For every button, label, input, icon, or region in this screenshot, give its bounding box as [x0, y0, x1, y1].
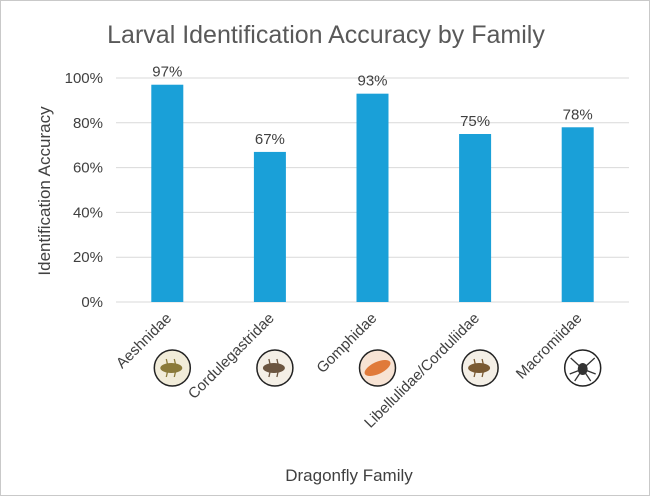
macromiidae-larva-icon — [563, 349, 602, 387]
chart-title: Larval Identification Accuracy by Family — [107, 21, 545, 49]
larva-leg — [481, 358, 485, 369]
larva-leg — [173, 367, 177, 378]
data-label: 67% — [255, 131, 285, 148]
larva-leg — [582, 368, 596, 375]
larva-leg — [582, 368, 592, 382]
larva-leg — [165, 358, 169, 369]
larva-body — [160, 363, 183, 373]
data-label: 78% — [563, 106, 593, 123]
larva-body — [364, 359, 391, 377]
larva-leg — [473, 367, 477, 378]
bar — [356, 93, 389, 303]
data-label: 93% — [357, 73, 387, 90]
larva-leg — [276, 358, 280, 369]
bar — [561, 127, 594, 302]
larva-body — [468, 363, 491, 373]
y-axis-ticks: 0% 20% 40% 60% 80% 100% — [65, 70, 103, 311]
bar — [253, 151, 286, 302]
larva-leg — [473, 358, 477, 369]
bar — [151, 84, 184, 302]
cordulegastridae-larva-icon — [256, 349, 294, 387]
larva-leg — [173, 358, 177, 369]
larva-leg — [276, 367, 280, 378]
larva-leg — [268, 358, 272, 369]
larva-leg — [481, 367, 485, 378]
data-label: 97% — [152, 64, 182, 81]
y-tick-label: 100% — [65, 70, 103, 87]
x-axis-title: Dragonfly Family — [285, 466, 413, 485]
larva-icons — [153, 349, 602, 387]
y-tick-label: 40% — [73, 204, 103, 221]
larva-leg — [268, 367, 272, 378]
y-tick-label: 60% — [73, 160, 103, 177]
bars — [151, 84, 594, 303]
y-tick-label: 20% — [73, 249, 103, 266]
larva-leg — [574, 368, 584, 382]
libellulidae-larva-icon — [461, 349, 499, 387]
larva-leg — [165, 367, 169, 378]
data-labels: 97% 67% 93% 75% 78% — [152, 64, 592, 148]
aeshnidae-larva-icon — [153, 349, 192, 387]
larva-body — [262, 363, 285, 373]
bar — [459, 134, 492, 302]
y-axis-title: Identification Accuracy — [35, 106, 54, 276]
larva-leg — [569, 368, 583, 375]
larva-leg — [582, 357, 596, 370]
data-label: 75% — [460, 113, 490, 130]
larva-leg — [570, 357, 584, 370]
gomphidae-larva-icon — [358, 349, 397, 387]
y-tick-label: 0% — [81, 294, 103, 311]
y-tick-label: 80% — [73, 115, 103, 132]
